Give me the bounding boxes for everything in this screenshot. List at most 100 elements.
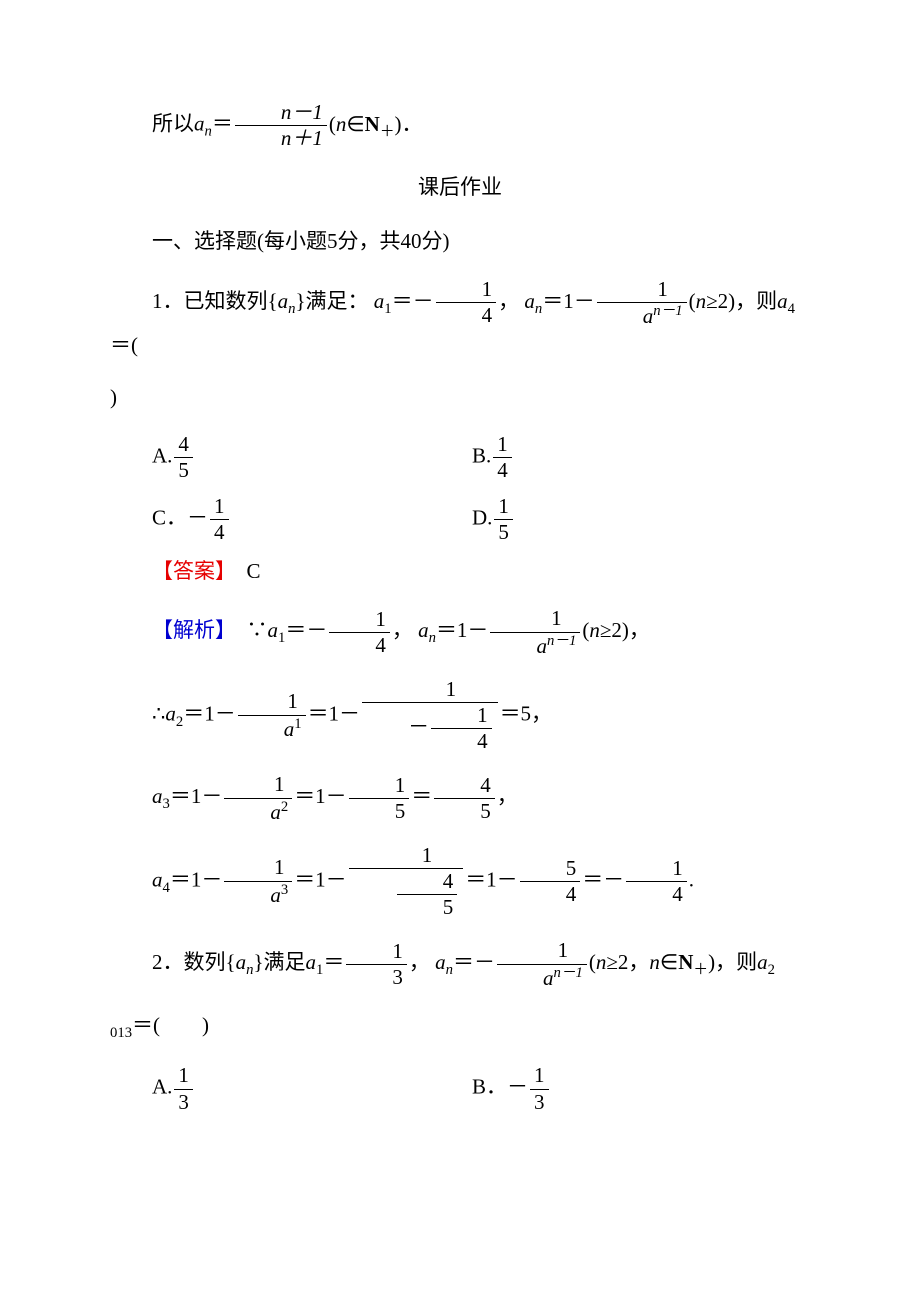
sub: 4	[163, 880, 170, 896]
line-conclusion: 所以an＝n－1n＋1(n∈N＋)．	[110, 100, 810, 151]
num: 1	[362, 677, 498, 703]
fraction: 14	[626, 856, 687, 907]
eq: ＝1－	[170, 784, 223, 808]
den: 3	[174, 1090, 193, 1115]
text: 2．数列{	[152, 950, 236, 974]
option-d: D.15	[472, 494, 810, 545]
eq: ＝1－	[294, 784, 347, 808]
denominator: n＋1	[235, 126, 327, 151]
eq: ＝1－	[308, 701, 361, 725]
text: 则	[736, 950, 757, 974]
num: 1	[530, 1063, 549, 1089]
eq: ＝	[411, 784, 432, 808]
fraction: n－1n＋1	[235, 100, 327, 151]
num: 1	[349, 773, 410, 799]
q1-solution-2: ∴a2＝1－1a1＝1－1－14＝5，	[110, 677, 810, 755]
num: 1	[436, 277, 497, 303]
q2-stem-cont: 013＝( )	[110, 1009, 810, 1046]
eq: ＝－	[582, 867, 624, 891]
den: a1	[238, 716, 306, 742]
q1-solution-1: 【解析】 ∵a1＝－14， an＝1－1an－1(n≥2)，	[110, 606, 810, 658]
var: a	[757, 950, 768, 974]
option-a: A.13	[110, 1063, 472, 1114]
eq: ＝(	[110, 333, 138, 357]
sub: n	[446, 963, 453, 979]
answer-label: 【答案】	[152, 559, 226, 583]
opt-label: A.	[152, 444, 172, 468]
num: 1	[494, 494, 513, 520]
comma: ，	[409, 950, 430, 974]
den: 4	[436, 303, 497, 328]
den: a2	[224, 799, 292, 825]
q1-options-row2: C．－14 D.15	[110, 494, 810, 545]
section-heading: 课后作业	[110, 171, 810, 205]
q2-options-row1: A.13 B．－13	[110, 1063, 810, 1114]
den: 4	[520, 882, 581, 907]
den: a3	[224, 882, 292, 908]
fraction: 145	[349, 843, 464, 921]
num: 1	[349, 843, 464, 869]
eq: ＝1－	[183, 701, 236, 725]
fraction: 1an－1	[597, 277, 687, 329]
sub: n	[429, 631, 436, 647]
den: 5	[434, 799, 495, 824]
section-1-title: 一、选择题(每小题5分，共40分)	[110, 225, 810, 259]
den: 4	[493, 458, 512, 483]
num: 1	[224, 855, 292, 881]
fraction: 14	[493, 432, 512, 483]
eq: ＝1－	[465, 867, 518, 891]
den: an－1	[497, 965, 587, 991]
num: 4	[434, 773, 495, 799]
fraction: 45	[434, 773, 495, 824]
var: a	[524, 289, 535, 313]
den: an－1	[597, 303, 687, 329]
den: 4	[329, 633, 390, 658]
den: 3	[530, 1090, 549, 1115]
den: 5	[494, 520, 513, 545]
num: 1	[210, 494, 229, 520]
den: 45	[349, 869, 464, 920]
eq: ＝－	[285, 618, 327, 642]
var: a	[374, 289, 385, 313]
num: 1	[597, 277, 687, 303]
var: a	[152, 784, 163, 808]
text: ∴	[152, 701, 165, 725]
fraction: 13	[346, 939, 407, 990]
opt-label: D.	[472, 505, 492, 529]
sub: 4	[788, 301, 795, 317]
fraction: 14	[329, 607, 390, 658]
var: a	[152, 867, 163, 891]
comma: ，	[392, 618, 413, 642]
num: 5	[520, 856, 581, 882]
option-c: C．－14	[110, 494, 472, 545]
eq: ＝1－	[170, 867, 223, 891]
num: 1	[329, 607, 390, 633]
fraction: 15	[494, 494, 513, 545]
var: a	[165, 701, 176, 725]
num: 1	[493, 432, 512, 458]
text: 一、选择题(每小题5分，共40分)	[152, 229, 450, 253]
option-a: A.45	[110, 432, 472, 483]
opt-label: A.	[152, 1075, 172, 1099]
var: a	[306, 950, 317, 974]
fraction: 1a1	[238, 689, 306, 741]
eq: ＝( )	[132, 1013, 209, 1037]
fraction: 1an－1	[490, 606, 580, 658]
fraction: 15	[349, 773, 410, 824]
q2-stem: 2．数列{an}满足a1＝13， an＝－1an－1(n≥2，n∈N＋)，则a2	[110, 938, 810, 990]
sub: 3	[163, 797, 170, 813]
eq: ＝	[212, 112, 233, 136]
den: 3	[346, 965, 407, 990]
text: 则	[756, 289, 777, 313]
q1-stem: 1．已知数列{an}满足： a1＝－14， an＝1－1an－1(n≥2)，则a…	[110, 277, 810, 363]
sub-n: n	[205, 124, 212, 140]
fraction: 14	[210, 494, 229, 545]
text: 所以	[152, 112, 194, 136]
sub: 1	[384, 301, 391, 317]
den: 5	[349, 799, 410, 824]
var: a	[435, 950, 446, 974]
fraction: 1an－1	[497, 938, 587, 990]
q1-solution-3: a3＝1－1a2＝1－15＝45，	[110, 772, 810, 824]
solution-label: 【解析】	[152, 618, 226, 642]
den: －14	[362, 703, 498, 754]
